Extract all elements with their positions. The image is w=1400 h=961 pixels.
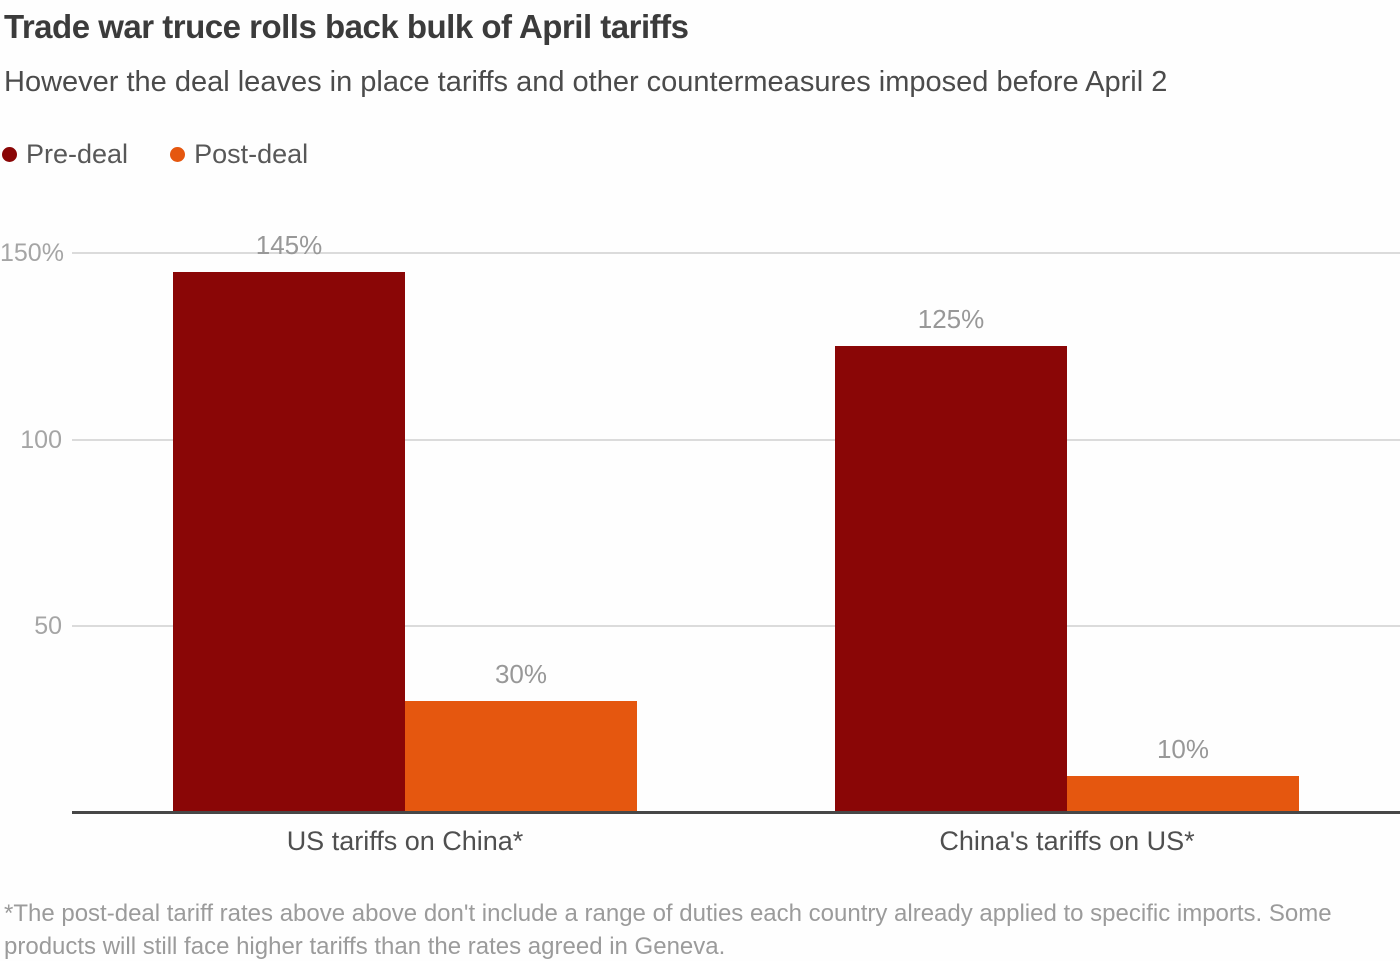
legend-item-post-deal: Post-deal: [170, 139, 308, 170]
footnote: *The post-deal tariff rates above above …: [4, 900, 1332, 960]
legend: Pre-deal Post-deal: [2, 139, 308, 170]
x-axis-line: [72, 811, 1400, 814]
bar-pre-deal-china-s-tariffs-on-us-: [835, 346, 1067, 813]
post-deal-dot-icon: [170, 147, 186, 162]
legend-label-pre-deal: Pre-deal: [26, 139, 129, 169]
y-axis-tick-label-100: 100: [20, 425, 62, 454]
gridline-150: [72, 252, 1400, 254]
value-label-post-deal-us-tariffs-on-china-: 30%: [494, 659, 548, 689]
x-axis-label-us-tariffs-on-china-: US tariffs on China*: [286, 826, 524, 856]
value-label-pre-deal-china-s-tariffs-on-us-: 125%: [917, 304, 985, 335]
pre-deal-dot-icon: [2, 147, 17, 162]
chart-subtitle: However the deal leaves in place tariffs…: [4, 66, 1168, 98]
value-label-post-deal-china-s-tariffs-on-us-: 10%: [1156, 733, 1210, 764]
bar-post-deal-us-tariffs-on-china-: [405, 701, 637, 813]
legend-label-post-deal: Post-deal: [194, 139, 309, 169]
y-axis-tick-label-50: 50: [34, 612, 62, 641]
gridline-50: [72, 625, 1400, 628]
legend-item-pre-deal: Pre-deal: [2, 139, 128, 170]
x-axis-label-china-s-tariffs-on-us-: China's tariffs on US*: [939, 826, 1195, 856]
value-label-pre-deal-us-tariffs-on-china-: 145%: [255, 229, 323, 260]
bar-post-deal-china-s-tariffs-on-us-: [1067, 775, 1299, 813]
chart-title: Trade war truce rolls back bulk of April…: [4, 8, 689, 45]
y-axis-tick-label-150: 150%: [0, 239, 64, 267]
bar-pre-deal-us-tariffs-on-china-: [173, 271, 405, 813]
gridline-100: [72, 438, 1400, 441]
